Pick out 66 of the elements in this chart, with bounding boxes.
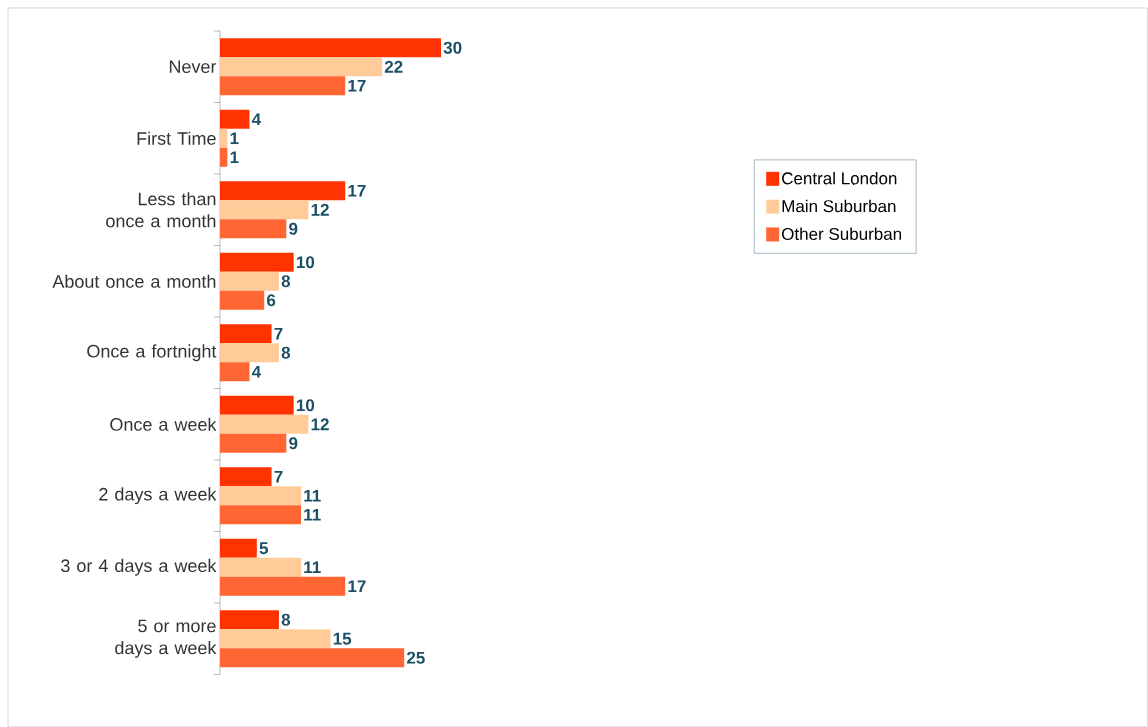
legend-label: Central London: [782, 171, 897, 185]
bar: [220, 362, 250, 382]
bar: [220, 290, 265, 310]
y-tick-label: 5 or more days a week: [115, 619, 217, 658]
bar: [220, 109, 250, 129]
y-tick-label: Less than once a month: [106, 192, 216, 228]
bar: [220, 395, 294, 415]
data-label: 4: [251, 365, 262, 378]
data-label: 8: [281, 346, 291, 359]
bar: [220, 343, 279, 363]
bar: [220, 610, 279, 630]
data-label: 15: [333, 632, 352, 645]
bar: [220, 128, 228, 148]
bar: [220, 324, 272, 344]
data-label: 12: [311, 418, 329, 431]
data-label: 10: [296, 256, 315, 269]
bar: [220, 486, 302, 506]
bar: [220, 433, 287, 453]
legend-label: Other Suburban: [782, 227, 902, 241]
y-tick-label: About once a month: [52, 274, 216, 288]
data-label: 1: [230, 132, 239, 145]
bar: [220, 505, 302, 525]
bar: [220, 181, 346, 201]
data-label: 7: [274, 470, 283, 483]
data-label: 17: [348, 184, 366, 197]
y-tick-label: Once a fortnight: [87, 344, 217, 362]
data-label: 12: [311, 203, 329, 216]
legend-label: Main Suburban: [782, 199, 896, 213]
data-label: 22: [384, 60, 403, 73]
data-label: 11: [304, 489, 321, 502]
data-label: 5: [259, 542, 269, 555]
bar: [220, 219, 287, 239]
bar: [220, 557, 302, 577]
bar: [220, 147, 228, 167]
data-label: 25: [406, 651, 425, 664]
data-label: 9: [289, 437, 298, 450]
data-label: 11: [304, 508, 321, 521]
bar: [220, 648, 405, 668]
bar: [220, 200, 309, 220]
data-label: 1: [230, 151, 239, 164]
data-label: 7: [274, 327, 283, 340]
y-tick-label: 3 or 4 days a week: [61, 558, 217, 576]
bar: [220, 414, 309, 434]
data-label: 17: [348, 580, 366, 593]
y-tick-label: First Time: [137, 131, 216, 145]
bar: [220, 76, 346, 96]
data-label: 30: [443, 41, 462, 54]
data-label: 8: [281, 275, 291, 288]
data-label: 6: [267, 294, 276, 307]
data-label: 17: [348, 79, 366, 92]
bar: [220, 57, 383, 77]
bar: [220, 576, 346, 596]
y-tick-label: Never: [169, 60, 217, 74]
bar: [220, 271, 279, 291]
data-label: 4: [251, 113, 262, 126]
data-label: 8: [281, 613, 291, 626]
y-tick-label: Once a week: [110, 417, 217, 431]
bar: [220, 252, 294, 272]
y-tick-label: 2 days a week: [99, 487, 217, 505]
bar: [220, 629, 331, 649]
bar: [220, 38, 442, 58]
bar: [220, 538, 257, 558]
data-label: 10: [296, 399, 315, 412]
bar: [220, 467, 272, 487]
data-label: 11: [304, 561, 321, 574]
data-label: 9: [289, 222, 298, 235]
